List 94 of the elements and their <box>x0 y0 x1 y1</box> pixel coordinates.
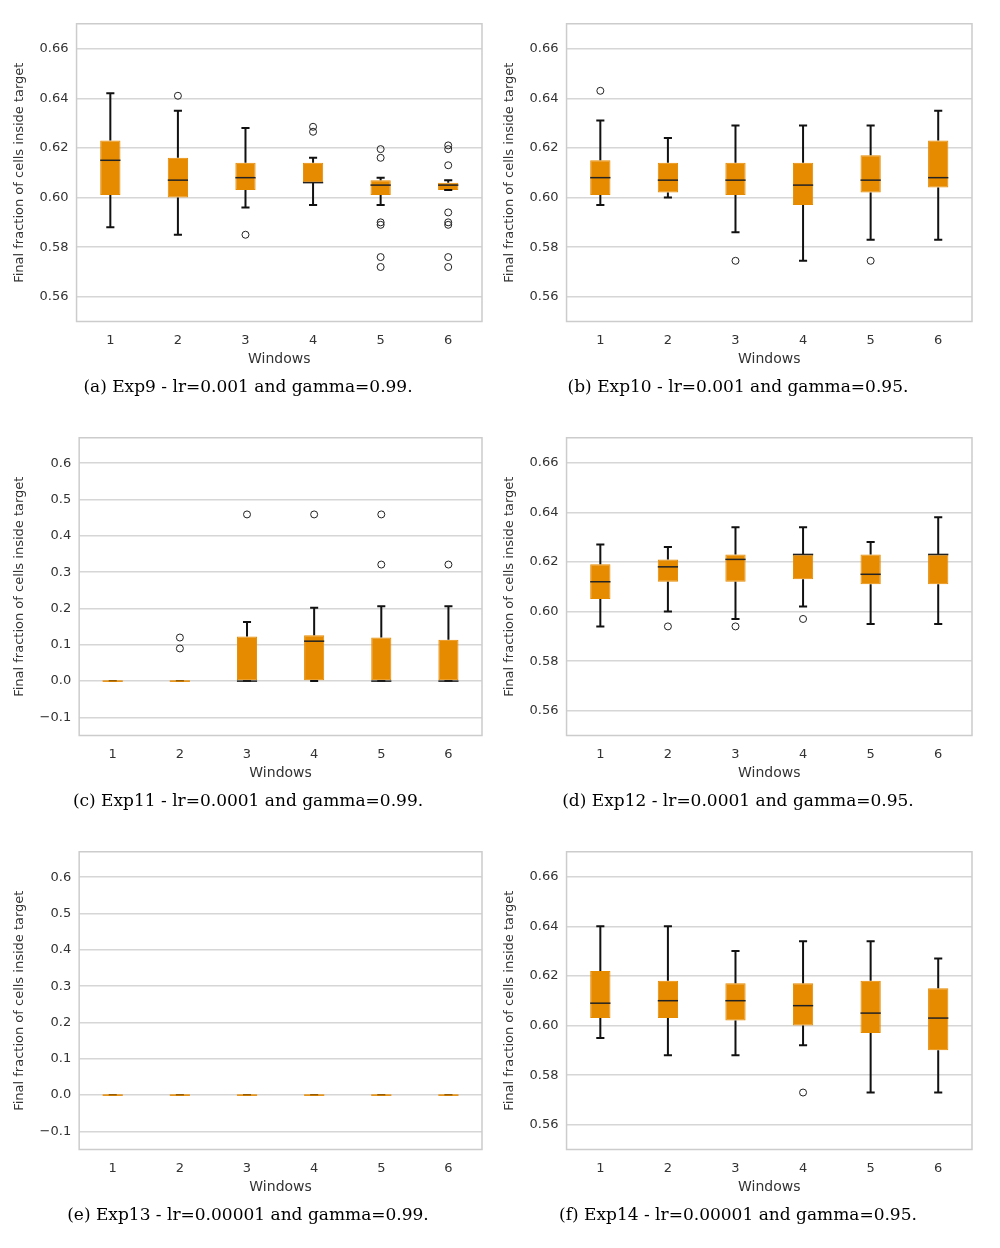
y-axis-title: Final fraction of cells inside target <box>501 62 517 283</box>
x-tick-label: 1 <box>596 331 605 347</box>
y-tick-label: 0.60 <box>529 602 559 618</box>
x-tick-label: 1 <box>596 1159 605 1175</box>
y-tick-label: 0.3 <box>50 563 72 579</box>
x-tick-label: 2 <box>175 1159 185 1175</box>
x-tick-label: 5 <box>376 331 385 347</box>
x-tick-label: 4 <box>310 1159 319 1175</box>
text: (d) Exp12 - lr=0.0001 and gamma=0.95. <box>561 790 915 810</box>
y-axis-title: Final fraction of cells inside target <box>501 890 517 1111</box>
y-axis-title: Final fraction of cells inside target <box>501 476 517 697</box>
text: (e) Exp13 - lr=0.00001 and gamma=0.99. <box>66 1204 430 1224</box>
x-axis-title: Windows <box>248 350 311 367</box>
y-tick-label: 0.66 <box>529 39 559 55</box>
x-axis-title: Windows <box>738 764 801 781</box>
y-tick-label: 0.0 <box>50 672 72 688</box>
x-tick-label: 3 <box>242 745 252 761</box>
x-tick-label: 1 <box>106 331 115 347</box>
y-tick-label: 0.4 <box>50 527 72 543</box>
y-tick-label: 0.64 <box>529 917 559 933</box>
y-tick-label: 0.58 <box>529 652 559 668</box>
x-tick-label: 6 <box>934 745 943 761</box>
y-tick-label: 0.60 <box>39 188 69 204</box>
x-tick-label: 3 <box>242 1159 252 1175</box>
y-axis-title: Final fraction of cells inside target <box>11 890 27 1111</box>
x-tick-label: 3 <box>241 331 250 347</box>
y-tick-label: 0.58 <box>529 238 559 254</box>
y-tick-label: 0.66 <box>39 39 69 55</box>
x-tick-label: 3 <box>731 1159 740 1175</box>
y-tick-label: 0.62 <box>529 139 559 155</box>
y-tick-label: 0.6 <box>50 454 72 470</box>
x-tick-label: 3 <box>731 331 740 347</box>
y-tick-label: 0.64 <box>529 503 559 519</box>
x-axis-title: Windows <box>738 1178 801 1195</box>
x-tick-label: 6 <box>444 1159 453 1175</box>
y-tick-label: 0.2 <box>50 599 72 615</box>
y-tick-label: 0.62 <box>529 553 559 569</box>
y-tick-label: 0.5 <box>50 904 72 920</box>
text: (a) Exp9 - lr=0.001 and gamma=0.99. <box>82 376 414 396</box>
x-tick-label: 6 <box>444 745 453 761</box>
x-tick-label: 5 <box>866 1159 875 1175</box>
x-tick-label: 4 <box>798 1159 808 1175</box>
x-tick-label: 6 <box>444 331 453 347</box>
x-tick-label: 1 <box>108 1159 117 1175</box>
y-tick-label: 0.64 <box>529 89 559 105</box>
y-tick-label: 0.1 <box>50 636 72 652</box>
y-tick-label: 0.6 <box>50 868 72 884</box>
y-tick-label: 0.56 <box>39 288 69 304</box>
y-tick-label: 0.58 <box>529 1066 559 1082</box>
x-tick-label: 4 <box>308 331 318 347</box>
y-tick-label: −0.1 <box>39 1122 72 1138</box>
x-tick-label: 5 <box>866 331 875 347</box>
x-tick-label: 6 <box>934 1159 943 1175</box>
y-tick-label: 0.66 <box>529 867 559 883</box>
y-tick-label: 0.56 <box>529 702 559 718</box>
y-tick-label: 0.56 <box>529 1116 559 1132</box>
y-axis-title: Final fraction of cells inside target <box>11 62 27 283</box>
x-axis-title: Windows <box>738 350 801 367</box>
x-tick-label: 6 <box>934 331 943 347</box>
y-axis-title: Final fraction of cells inside target <box>11 476 27 697</box>
y-tick-label: 0.2 <box>50 1013 72 1029</box>
y-tick-label: 0.60 <box>529 1016 559 1032</box>
x-tick-label: 1 <box>108 745 117 761</box>
y-tick-label: 0.58 <box>39 238 69 254</box>
x-tick-label: 2 <box>175 745 185 761</box>
text: (b) Exp10 - lr=0.001 and gamma=0.95. <box>566 376 910 396</box>
x-tick-label: 2 <box>663 331 673 347</box>
x-tick-label: 1 <box>596 745 605 761</box>
y-tick-label: 0.64 <box>39 89 69 105</box>
y-tick-label: 0.0 <box>50 1086 72 1102</box>
y-tick-label: 0.1 <box>50 1050 72 1066</box>
y-tick-label: −0.1 <box>39 708 72 724</box>
x-tick-label: 2 <box>663 1159 673 1175</box>
y-tick-label: 0.66 <box>529 453 559 469</box>
y-tick-label: 0.5 <box>50 490 72 506</box>
x-axis-title: Windows <box>249 1178 312 1195</box>
x-tick-label: 4 <box>310 745 319 761</box>
x-tick-label: 5 <box>377 1159 386 1175</box>
x-axis-title: Windows <box>249 764 312 781</box>
y-tick-label: 0.60 <box>529 188 559 204</box>
y-tick-label: 0.4 <box>50 941 72 957</box>
text: (f) Exp14 - lr=0.00001 and gamma=0.95. <box>558 1204 918 1224</box>
x-tick-label: 2 <box>663 745 673 761</box>
text: (c) Exp11 - lr=0.0001 and gamma=0.99. <box>71 790 425 810</box>
x-tick-label: 4 <box>798 745 808 761</box>
y-tick-label: 0.56 <box>529 288 559 304</box>
x-tick-label: 2 <box>173 331 183 347</box>
y-tick-label: 0.62 <box>39 139 69 155</box>
x-tick-label: 4 <box>798 331 808 347</box>
x-tick-label: 5 <box>377 745 386 761</box>
y-tick-label: 0.62 <box>529 967 559 983</box>
y-tick-label: 0.3 <box>50 977 72 993</box>
x-tick-label: 5 <box>866 745 875 761</box>
x-tick-label: 3 <box>731 745 740 761</box>
